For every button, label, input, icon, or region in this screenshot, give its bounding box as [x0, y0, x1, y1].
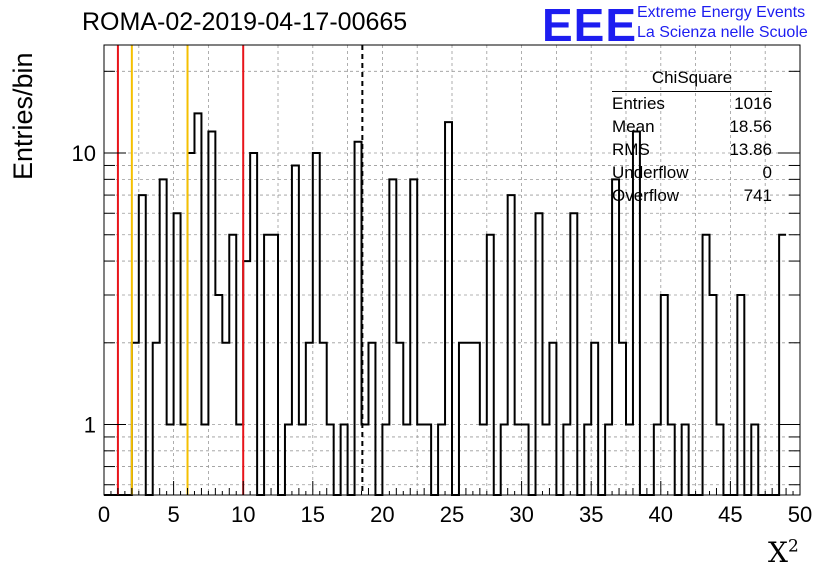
stats-value: 18.56 — [729, 117, 772, 136]
stats-value: 0 — [762, 163, 772, 182]
stats-label: Overflow — [612, 186, 680, 205]
y-axis-label: Entries/bin — [8, 52, 38, 180]
stats-row: RMS 13.86 — [612, 138, 772, 161]
logo-line-2: La Scienza nelle Scuole — [637, 24, 808, 41]
histogram-bin — [536, 213, 543, 495]
histogram-bin — [264, 235, 271, 495]
histogram-bin — [188, 153, 195, 495]
x-tick-label: 30 — [509, 502, 533, 527]
histogram-bin — [271, 235, 278, 495]
histogram-bin — [459, 343, 466, 495]
histogram-bin — [229, 235, 236, 495]
stats-label: Underflow — [612, 163, 689, 182]
histogram-bin — [612, 179, 619, 495]
histogram-bin — [473, 343, 480, 495]
stats-row: Entries 1016 — [612, 92, 772, 115]
x-axis-label-superscript: 2 — [787, 536, 799, 557]
histogram-bin — [549, 343, 556, 495]
histogram-bin — [250, 153, 257, 495]
x-axis-label-base: X — [768, 536, 788, 569]
histogram-bin — [320, 343, 327, 495]
y-tick-label: 1 — [84, 413, 96, 438]
histogram-bin — [243, 261, 250, 495]
histogram-bin — [160, 179, 167, 495]
y-tick-label: 10 — [72, 141, 96, 166]
x-tick-label: 20 — [370, 502, 394, 527]
histogram-bin — [619, 343, 626, 495]
histogram-bin — [487, 235, 494, 495]
logo-line-1: Extreme Energy Events — [637, 4, 806, 21]
histogram-series — [104, 112, 787, 496]
histogram-bin — [779, 235, 786, 495]
stats-value: 13.86 — [729, 140, 772, 159]
stats-label: Entries — [612, 94, 665, 113]
x-tick-label: 50 — [788, 502, 812, 527]
histogram-bin — [396, 343, 403, 495]
stats-row: Mean 18.56 — [612, 115, 772, 138]
histogram-bin — [215, 295, 222, 495]
axis-ticks: 0 5 10 15 20 25 30 35 40 45 50 1 10 — [72, 70, 812, 527]
histogram-bin — [703, 235, 710, 495]
histogram-bin — [737, 295, 744, 495]
x-tick-label: 0 — [98, 502, 110, 527]
x-tick-label: 40 — [649, 502, 673, 527]
histogram-bin — [292, 165, 299, 495]
histogram-bin — [208, 132, 215, 495]
stats-value: 1016 — [734, 94, 772, 113]
histogram-bin — [508, 195, 515, 495]
x-tick-label: 45 — [718, 502, 742, 527]
histogram-bin — [222, 343, 229, 495]
histogram-bin — [174, 213, 181, 495]
histogram-bin — [194, 113, 201, 495]
x-tick-label: 10 — [231, 502, 255, 527]
stats-label: RMS — [612, 140, 650, 159]
histogram-bin — [445, 122, 452, 495]
stats-box: ChiSquare Entries 1016 Mean 18.56 RMS 13.86… — [612, 68, 772, 207]
histogram-bin — [132, 343, 139, 495]
stats-title: ChiSquare — [612, 68, 772, 92]
histogram-bin — [306, 343, 313, 495]
histogram-bin — [661, 295, 668, 495]
histogram-bin — [139, 195, 146, 495]
chart-title: ROMA-02-2019-04-17-00665 — [82, 8, 408, 36]
histogram-bin — [410, 179, 417, 495]
histogram-bin — [570, 213, 577, 495]
x-tick-label: 35 — [579, 502, 603, 527]
stats-value: 741 — [743, 186, 772, 205]
x-tick-label: 25 — [440, 502, 464, 527]
histogram-bin — [153, 343, 160, 495]
histogram-bin — [368, 343, 375, 495]
marker-lines — [116, 45, 364, 495]
histogram-bin — [389, 179, 396, 495]
histogram-bin — [710, 295, 717, 495]
histogram-bin — [591, 343, 598, 495]
stats-row: Underflow 0 — [612, 161, 772, 184]
histogram-outline — [104, 112, 787, 496]
x-tick-label: 5 — [167, 502, 179, 527]
stats-label: Mean — [612, 117, 655, 136]
histogram-bin — [313, 153, 320, 495]
histogram-bin — [466, 343, 473, 495]
stats-row: Overflow 741 — [612, 184, 772, 207]
x-tick-label: 15 — [301, 502, 325, 527]
x-axis-label: X2 — [768, 536, 799, 569]
eee-logo: EEE — [542, 0, 638, 51]
